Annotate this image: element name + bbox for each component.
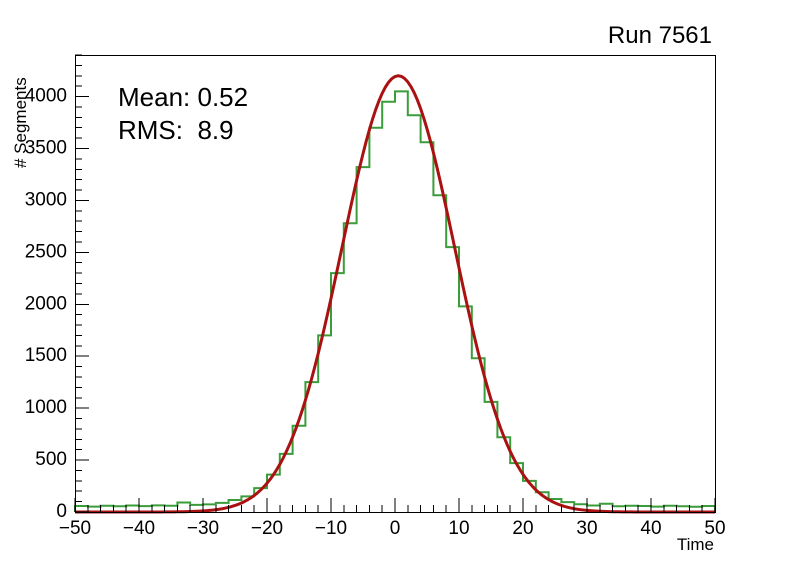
y-tick-label: 2000 <box>25 293 67 314</box>
y-tick-label: 3500 <box>25 137 67 158</box>
stat-rms: RMS: 8.9 <box>118 115 234 145</box>
y-tick-label: 1500 <box>25 345 67 366</box>
x-tick-label: 10 <box>448 518 469 539</box>
x-tick-label: 30 <box>576 518 597 539</box>
x-tick-label: −50 <box>59 518 91 539</box>
x-tick-label: −20 <box>251 518 283 539</box>
x-tick-label: −30 <box>187 518 219 539</box>
x-tick-label: 50 <box>704 518 725 539</box>
x-tick-label: 20 <box>512 518 533 539</box>
histogram-series <box>74 90 716 512</box>
x-axis: −50 −40 −30 −20 −10 0 10 20 30 40 50 <box>59 498 726 539</box>
y-axis-label: # Segments <box>11 77 30 168</box>
x-tick-label: −40 <box>123 518 155 539</box>
y-tick-label: 500 <box>35 449 67 470</box>
x-tick-label: 0 <box>390 518 401 539</box>
y-tick-label: 3000 <box>25 189 67 210</box>
y-tick-label: 4000 <box>25 86 67 107</box>
y-tick-label: 2500 <box>25 241 67 262</box>
x-tick-label: −10 <box>315 518 347 539</box>
plot-title: Run 7561 <box>607 22 712 49</box>
y-tick-label: 0 <box>56 501 67 522</box>
y-axis: 0 500 1000 1500 2000 2500 3000 3500 4000 <box>25 54 89 522</box>
x-axis-label: Time <box>676 535 714 554</box>
x-tick-label: 40 <box>640 518 661 539</box>
stat-mean: Mean: 0.52 <box>118 82 249 112</box>
fit-curve <box>75 74 715 514</box>
y-tick-label: 1000 <box>25 397 67 418</box>
